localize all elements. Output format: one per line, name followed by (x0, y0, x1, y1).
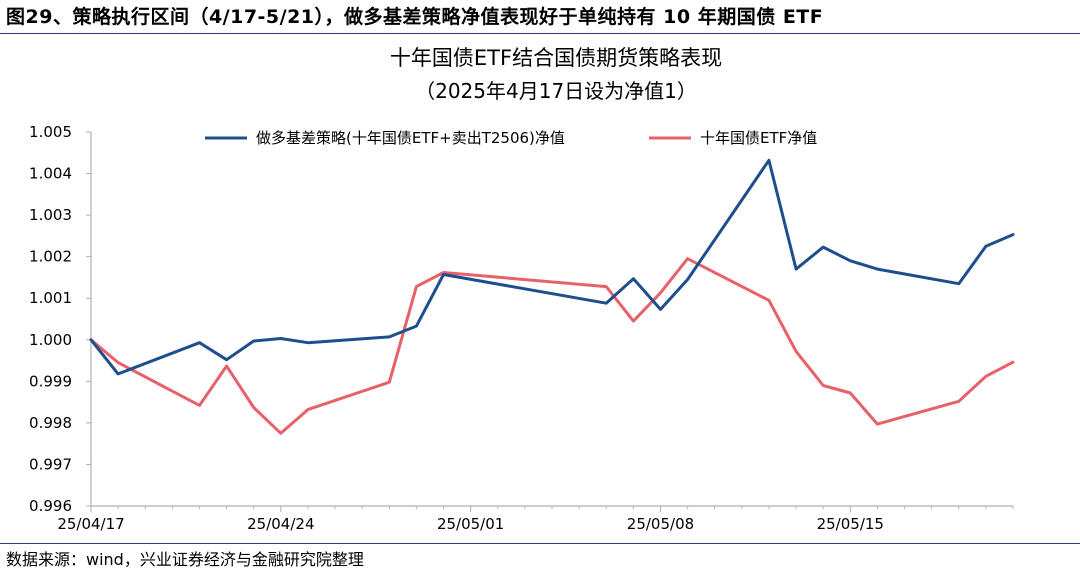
x-tick-label: 25/04/24 (247, 515, 314, 533)
legend-label: 做多基差策略(十年国债ETF+卖出T2506)净值 (256, 129, 565, 147)
y-tick-label: 1.001 (29, 289, 72, 307)
data-source: 数据来源：wind，兴业证券经济与金融研究院整理 (6, 550, 364, 569)
x-tick-label: 25/04/17 (57, 515, 124, 533)
y-tick-label: 0.998 (29, 414, 72, 432)
y-tick-label: 1.002 (29, 248, 72, 266)
chart-title: 十年国债ETF结合国债期货策略表现 (390, 46, 722, 70)
y-tick-label: 1.003 (29, 206, 72, 224)
x-tick-label: 25/05/01 (437, 515, 504, 533)
legend: 做多基差策略(十年国债ETF+卖出T2506)净值 十年国债ETF净值 (205, 129, 817, 147)
source-rule (0, 543, 1080, 544)
y-tick-label: 0.999 (29, 372, 72, 390)
y-tick-label: 1.005 (29, 123, 72, 141)
caption-rule (0, 33, 1080, 34)
legend-label: 十年国债ETF净值 (700, 129, 817, 147)
series-lines (89, 158, 1015, 435)
x-tick-label: 25/05/15 (817, 515, 884, 533)
series-line-basis-strategy (89, 158, 1015, 376)
chart-subtitle: （2025年4月17日设为净值1） (415, 79, 697, 103)
axes: 0.996 0.997 0.998 0.999 1.000 1.001 1.002 1.003… (29, 123, 1014, 533)
x-tick-label: 25/05/08 (627, 515, 694, 533)
y-tick-label: 1.004 (29, 165, 72, 183)
line-chart: 十年国债ETF结合国债期货策略表现 （2025年4月17日设为净值1） 0.99… (29, 46, 1015, 533)
figure-caption: 图29、策略执行区间（4/17-5/21），做多基差策略净值表现好于单纯持有 1… (6, 6, 824, 28)
y-tick-label: 0.996 (29, 497, 72, 515)
y-tick-label: 1.000 (29, 331, 72, 349)
y-tick-label: 0.997 (29, 455, 72, 473)
series-line-treasury-etf (89, 257, 1015, 435)
